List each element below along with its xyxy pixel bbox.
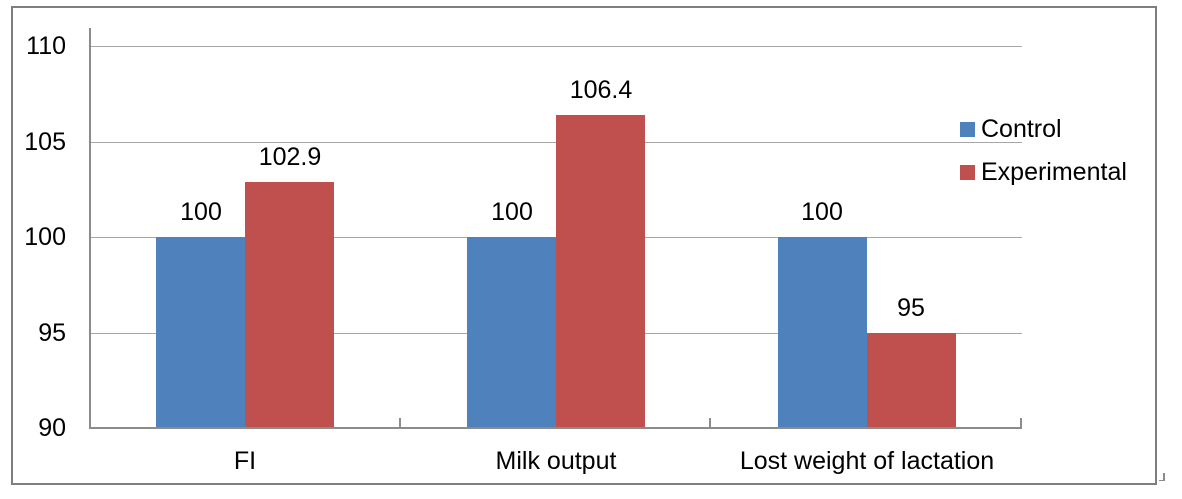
data-label: 106.4 [569, 76, 633, 104]
y-axis-tick-label: 100 [24, 223, 66, 251]
y-axis-tick-label: 110 [26, 32, 66, 60]
bar-experimental-2 [867, 333, 956, 427]
data-label: 95 [897, 294, 925, 322]
bar-control-2 [778, 237, 867, 427]
legend-label: Experimental [981, 158, 1127, 186]
data-label: 100 [491, 198, 533, 226]
legend-swatch-control [960, 122, 975, 137]
corner-artifact [1159, 473, 1165, 481]
data-label: 100 [801, 198, 843, 226]
y-axis-tick-label: 90 [38, 414, 66, 442]
bar-control-0 [156, 237, 245, 427]
gridline-110 [90, 46, 1022, 47]
y-axis-tick-label: 105 [24, 128, 66, 156]
bar-experimental-0 [245, 182, 334, 427]
legend-swatch-experimental [960, 165, 975, 180]
y-axis-tick-label: 95 [38, 319, 66, 347]
x-axis-tick [399, 418, 401, 428]
bar-experimental-1 [556, 115, 645, 427]
x-axis-category-label: FI [233, 447, 257, 475]
data-label: 102.9 [258, 143, 322, 171]
x-axis-line [89, 427, 1022, 429]
x-axis-category-label: Milk output [495, 447, 617, 475]
y-axis-line [89, 28, 91, 429]
x-axis-category-label: Lost weight of lactation [739, 447, 995, 475]
x-axis-tick [709, 418, 711, 428]
data-label: 100 [180, 198, 222, 226]
legend-label: Control [981, 115, 1062, 143]
chart-outer-border [11, 6, 1157, 485]
bar-control-1 [467, 237, 556, 427]
x-axis-tick [1020, 418, 1022, 428]
